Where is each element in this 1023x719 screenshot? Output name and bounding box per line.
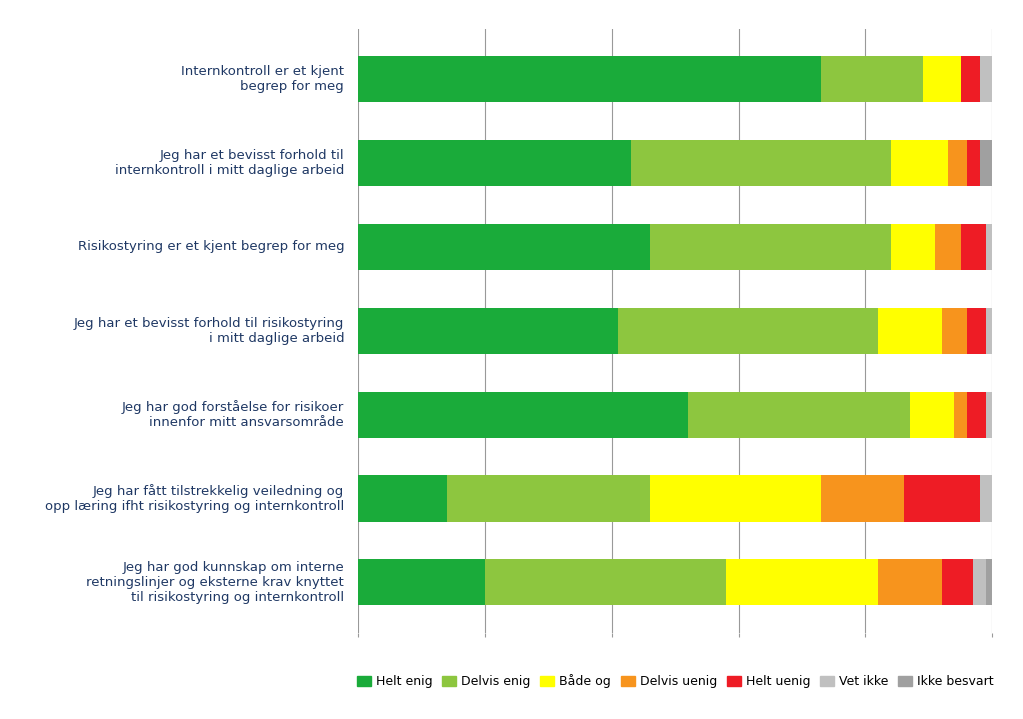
Bar (967, 392, 986, 438)
Bar (941, 308, 967, 354)
Bar (980, 475, 992, 521)
Bar (967, 308, 986, 354)
Bar (935, 224, 961, 270)
Bar (967, 140, 980, 186)
Bar (980, 140, 992, 186)
Bar (650, 224, 891, 270)
Bar (650, 475, 821, 521)
Bar (358, 392, 687, 438)
Bar (954, 392, 967, 438)
Bar (447, 475, 650, 521)
Bar (891, 140, 948, 186)
Bar (485, 559, 726, 605)
Legend: Helt enig, Delvis enig, Både og, Delvis uenig, Helt uenig, Vet ikke, Ikke besvar: Helt enig, Delvis enig, Både og, Delvis … (352, 669, 998, 693)
Bar (358, 308, 618, 354)
Bar (821, 56, 923, 102)
Bar (358, 559, 485, 605)
Bar (986, 224, 992, 270)
Bar (358, 140, 631, 186)
Bar (618, 308, 878, 354)
Bar (358, 475, 447, 521)
Bar (986, 559, 992, 605)
Bar (948, 140, 967, 186)
Bar (726, 559, 878, 605)
Bar (878, 559, 941, 605)
Bar (687, 392, 909, 438)
Bar (903, 475, 980, 521)
Bar (821, 475, 903, 521)
Bar (941, 559, 973, 605)
Bar (358, 56, 821, 102)
Bar (961, 56, 980, 102)
Bar (973, 559, 986, 605)
Bar (909, 392, 954, 438)
Bar (631, 140, 891, 186)
Bar (878, 308, 941, 354)
Bar (986, 392, 992, 438)
Bar (986, 308, 992, 354)
Bar (980, 56, 992, 102)
Bar (891, 224, 935, 270)
Bar (923, 56, 961, 102)
Bar (961, 224, 986, 270)
Bar (358, 224, 650, 270)
